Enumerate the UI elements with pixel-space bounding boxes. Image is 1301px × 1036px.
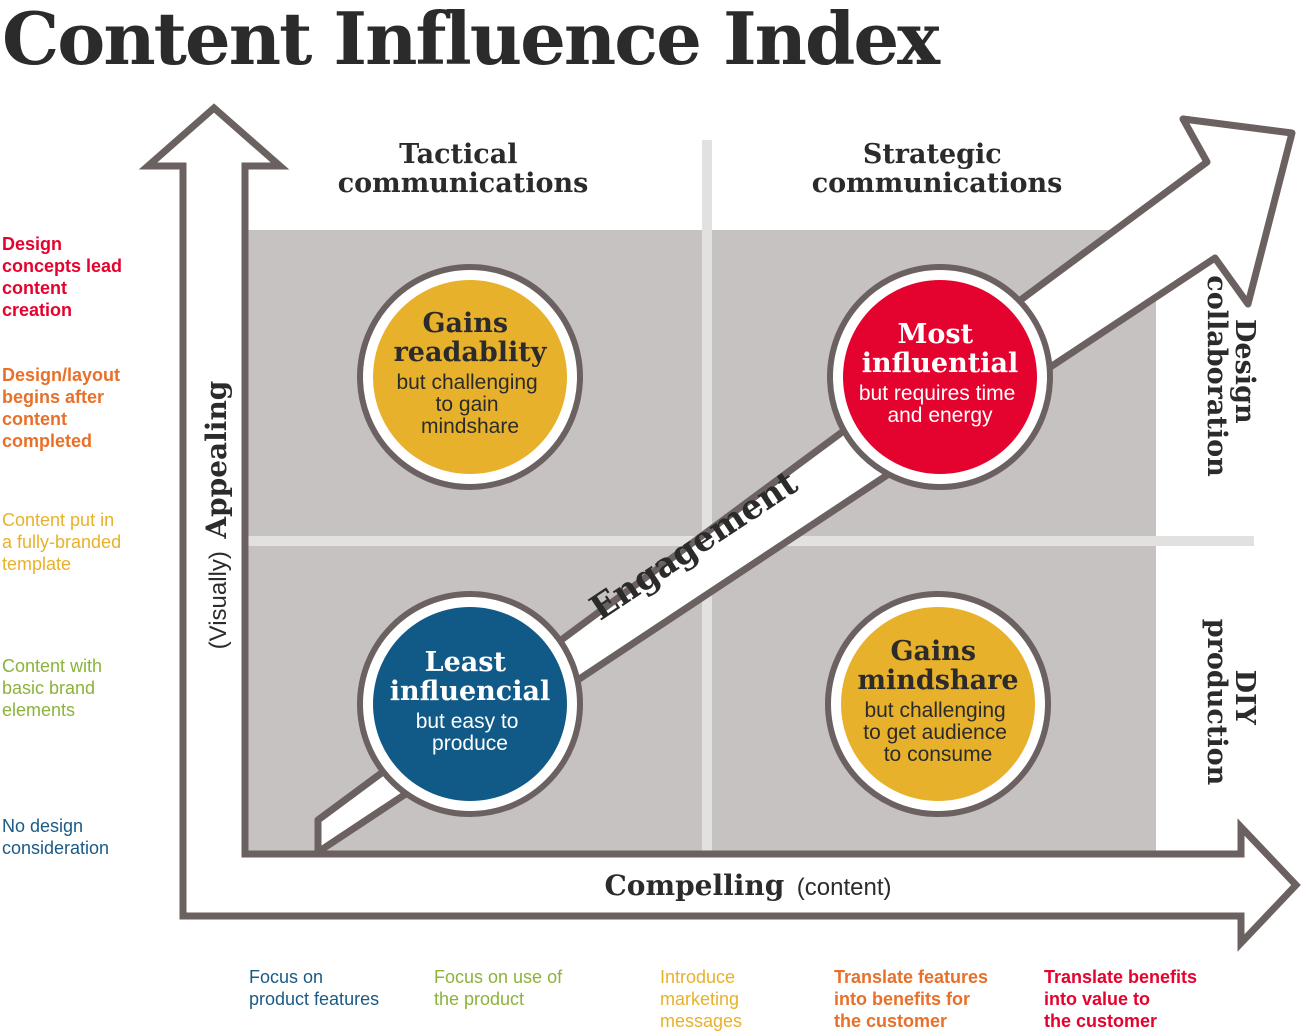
column-header-strategic: Strategic communications — [812, 139, 1063, 199]
circle-most-influential: Most influential but requires time and e… — [830, 267, 1050, 487]
x-axis-label: Compelling (content) — [605, 869, 892, 902]
x-axis-sub-label: (content) — [797, 874, 892, 901]
bottom-scale-item: Introduce marketing messages — [660, 966, 742, 1032]
left-scale-item: Content put in a fully-branded template — [2, 509, 121, 575]
bottom-scale-item: Translate features into benefits for the c… — [834, 966, 988, 1032]
y-axis-sub-label: (Visually) — [205, 551, 232, 649]
column-header-tactical: Tactical communications — [338, 139, 589, 199]
bottom-scale-item: Focus on use of the product — [434, 966, 562, 1010]
left-scale-item: No design consideration — [2, 815, 109, 859]
circle-gains-mindshare: Gains mindshare but challenging to get a… — [828, 594, 1048, 814]
left-scale-item: Design concepts lead content creation — [2, 233, 122, 321]
left-scale-item: Content with basic brand elements — [2, 655, 102, 721]
svg-text:(Visually) Appealing: (Visually) Appealing — [200, 381, 233, 650]
circle-gains-mindshare-body: but challenging to get audience to consu… — [863, 699, 1012, 766]
left-scale-item: Design/layout begins after content complete… — [2, 364, 120, 452]
row-header-diy-production: DIY production — [1201, 619, 1260, 786]
circle-gains-readability: Gains readablity but challenging to gain… — [360, 267, 580, 487]
bottom-scale-item: Translate benefits into value to the custo… — [1044, 966, 1197, 1032]
y-axis-label: (Visually) Appealing — [200, 381, 233, 650]
y-axis-main-label: Appealing — [200, 381, 233, 540]
x-axis-main-label: Compelling — [605, 869, 785, 902]
circle-least-influencial: Least influencial but easy to produce — [360, 594, 580, 814]
row-header-design-collaboration: Design collaboration — [1201, 275, 1260, 477]
bottom-scale-item: Focus on product features — [249, 966, 379, 1010]
